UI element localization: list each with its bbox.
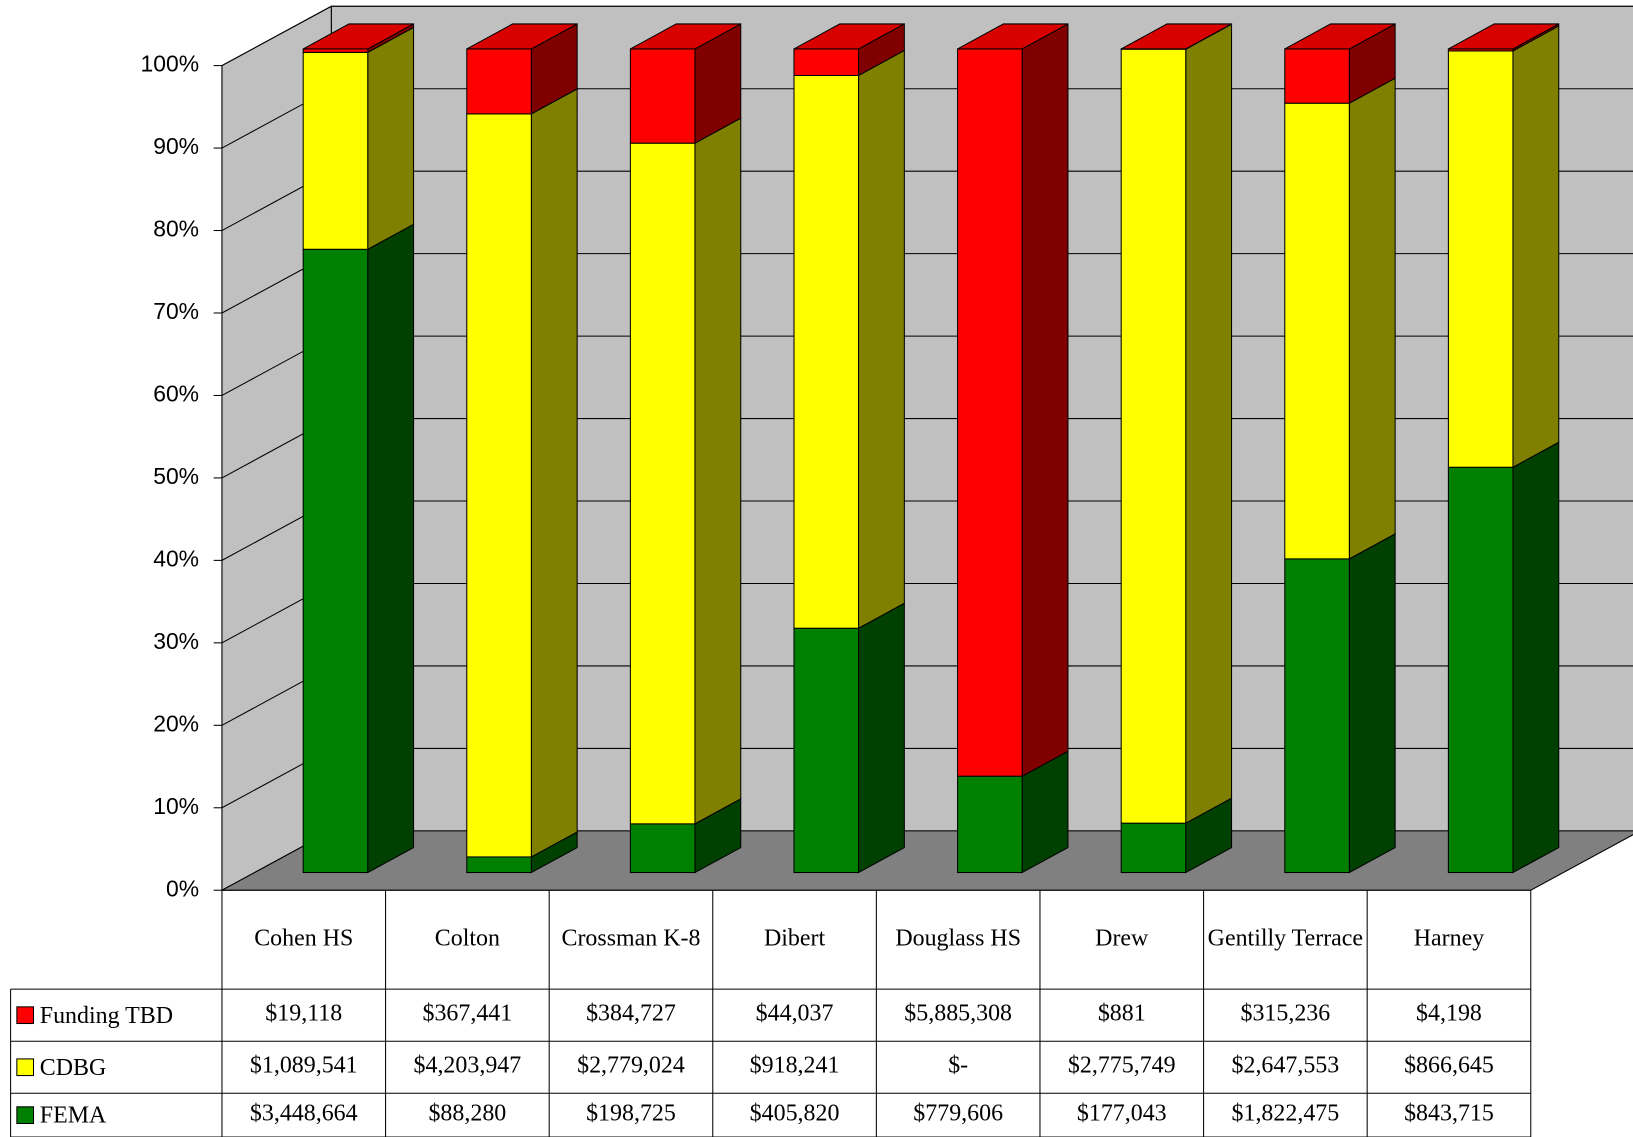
y-tick-label: 10% [153,793,199,819]
bar-side [694,117,742,825]
table-value: $843,715 [1404,1101,1494,1127]
y-tick-label: 90% [153,133,199,159]
legend-label: FEMA [40,1103,107,1129]
bar-segment [1284,558,1350,874]
bar-segment [1447,50,1514,468]
bar-segment [302,51,369,250]
legend-label: Funding TBD [40,1003,173,1029]
bar-segment [629,48,696,144]
bar-segment [466,48,532,115]
legend-swatch [16,1106,35,1124]
bars [302,23,1560,874]
table-value: $779,606 [913,1101,1003,1127]
legend-label: CDBG [40,1055,107,1081]
table-value: $1,089,541 [250,1053,358,1079]
bar-side [1512,25,1560,469]
y-tick-label: 30% [153,628,199,654]
bar-segment [1284,48,1350,104]
y-tick-label: 60% [153,380,199,406]
y-tick-label: 20% [153,710,199,736]
table-value: $44,037 [756,1001,834,1027]
bar-segment [1447,466,1514,874]
table-value: $4,203,947 [414,1053,522,1079]
bar-segment [1284,102,1350,560]
bar-segment [793,74,860,629]
bar-top [957,23,1069,50]
bar-side [1348,77,1396,560]
y-tick-label: 0% [166,875,199,901]
bar-segment [466,113,532,858]
table-value: $2,775,749 [1068,1053,1176,1079]
bar-segment [466,856,532,874]
bar-side [367,223,415,874]
table-value: $- [948,1053,968,1079]
y-tick-label: 70% [153,298,199,324]
bar-top [302,23,414,50]
y-tick-label: 40% [153,545,199,571]
table-value: $881 [1098,1001,1146,1027]
bar-segment [793,627,860,874]
bar-segment [302,248,369,874]
table-value: $866,645 [1404,1053,1494,1079]
bar-top [1284,23,1396,50]
bar-side [367,26,415,251]
table-value: $88,280 [428,1101,506,1127]
bar-top [1120,23,1232,50]
bar-side [1512,441,1560,874]
bar-side [858,49,905,630]
table-value: $198,725 [586,1101,676,1127]
table-value: $19,118 [265,1001,342,1027]
bar-segment [629,142,696,825]
category-label: Crossman K-8 [561,926,700,952]
y-tick-label: 50% [153,463,199,489]
table-value: $5,885,308 [904,1001,1012,1027]
bar-segment [957,775,1023,874]
y-tick-label: 100% [141,51,200,77]
table-value: $918,241 [750,1053,840,1079]
table-value: $315,236 [1240,1001,1330,1027]
table-value: $367,441 [422,1001,512,1027]
bar-segment [793,48,860,76]
bar-segment [1120,822,1187,874]
category-label: Gentilly Terrace [1208,926,1363,952]
floor [221,830,1633,891]
legend-swatch [16,1058,35,1077]
y-tick-label: 80% [153,216,199,242]
bar-side [1021,23,1069,778]
bar-top [466,23,578,50]
category-label: Colton [435,926,500,952]
bar-side [1185,23,1233,825]
bar-top [630,23,742,50]
bar-top [793,23,905,50]
table-value: $3,448,664 [250,1101,358,1127]
table-value: $4,198 [1416,1001,1482,1027]
category-label: Harney [1414,926,1484,952]
table-value: $2,779,024 [577,1053,685,1079]
category-label: Drew [1095,926,1149,952]
bar-side [858,602,905,874]
table-value: $1,822,475 [1232,1101,1340,1127]
category-label: Douglass HS [895,926,1021,952]
data-table: Cohen HS Colton Crossman K-8 Dibert Douglass… [10,889,1532,1137]
table-value: $384,727 [586,1001,676,1027]
bar-side [530,88,578,858]
bar-segment [1120,48,1187,824]
category-label: Cohen HS [254,926,353,952]
table-value: $177,043 [1077,1101,1167,1127]
grid-line [221,5,1633,67]
bar-side [1348,532,1396,874]
table-value: $2,647,553 [1232,1053,1340,1079]
category-label: Dibert [764,926,826,952]
table-value: $405,820 [750,1101,840,1127]
bar-segment [629,823,696,874]
bar-top [1448,23,1560,50]
legend-swatch [16,1006,35,1025]
bar-segment [957,48,1023,777]
